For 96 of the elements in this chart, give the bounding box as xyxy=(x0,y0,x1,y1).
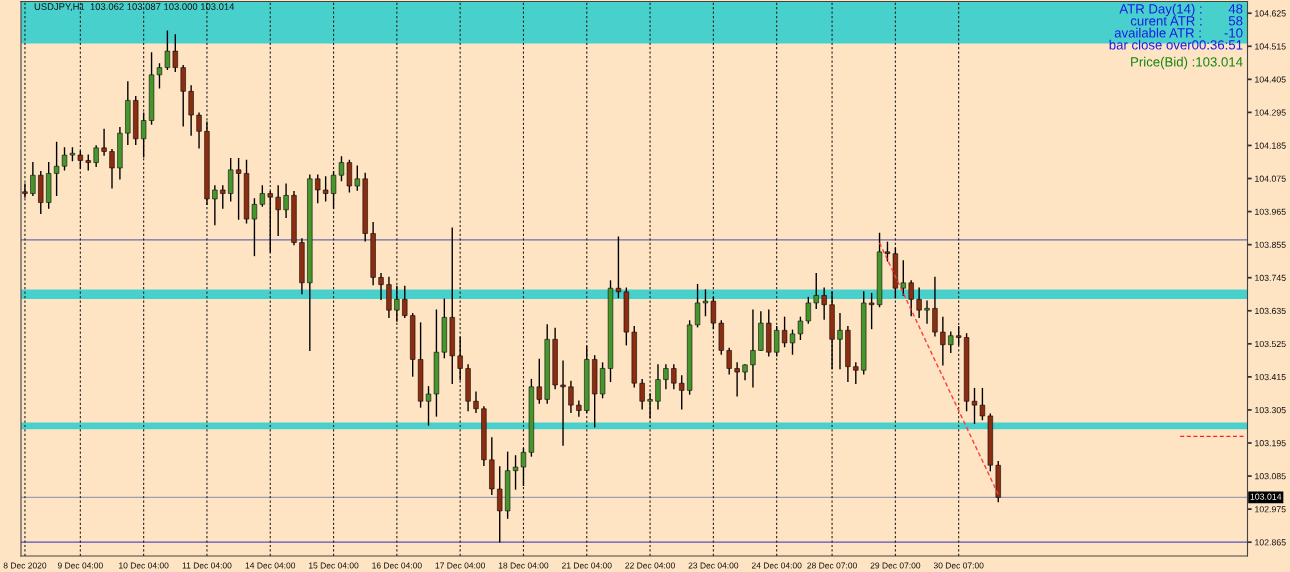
candlestick xyxy=(109,148,115,189)
y-tick-label: 103.965 xyxy=(1255,208,1286,215)
candlestick xyxy=(164,30,171,71)
x-tick-label: 22 Dec 04:00 xyxy=(625,562,675,569)
candlestick xyxy=(402,285,408,319)
candlestick xyxy=(868,292,875,330)
candlestick xyxy=(196,112,202,149)
candlestick xyxy=(172,34,178,72)
y-tick-label: 104.295 xyxy=(1255,109,1286,116)
candlestick xyxy=(346,159,353,193)
candlestick xyxy=(259,185,265,207)
candlestick xyxy=(576,400,582,417)
x-tick-label: 15 Dec 04:00 xyxy=(309,562,359,569)
x-tick-label: 23 Dec 04:00 xyxy=(688,562,739,569)
candlestick xyxy=(671,364,677,390)
y-tick-label: 104.405 xyxy=(1255,76,1286,83)
candlestick xyxy=(22,183,28,198)
annotation: ATR Day(14) : 48 xyxy=(1119,3,1243,17)
candlestick xyxy=(141,112,147,158)
candlestick xyxy=(497,466,503,543)
x-tick-label: 17 Dec 04:00 xyxy=(435,562,486,569)
candlestick xyxy=(354,165,360,191)
candlestick xyxy=(908,280,914,317)
x-tick-label: 14 Dec 04:00 xyxy=(245,562,296,569)
candlestick xyxy=(734,362,740,397)
x-tick-label: 11 Dec 04:00 xyxy=(182,562,232,569)
candlestick xyxy=(275,185,281,237)
y-tick-label: 103.525 xyxy=(1255,340,1286,348)
candlestick xyxy=(750,309,756,388)
x-tick-label: 30 Dec 07:00 xyxy=(933,562,984,569)
x-tick-label: 28 Dec 07:00 xyxy=(807,562,857,569)
candlestick xyxy=(916,287,922,319)
candlestick xyxy=(932,276,938,337)
candlestick xyxy=(710,296,717,330)
y-tick-label: 103.855 xyxy=(1255,241,1286,248)
candlestick xyxy=(101,128,107,156)
candlestick xyxy=(536,358,542,404)
y-tick-label: 104.185 xyxy=(1255,142,1286,149)
candlestick xyxy=(93,145,99,167)
candlestick xyxy=(188,85,194,136)
candlestick xyxy=(805,296,811,324)
y-tick-label: 104.515 xyxy=(1255,43,1286,50)
candlestick xyxy=(853,362,859,384)
candlestick xyxy=(212,185,218,226)
candlestick xyxy=(180,65,186,127)
candlestick xyxy=(228,157,234,202)
candlestick xyxy=(679,375,685,410)
x-tick-label: 16 Dec 04:00 xyxy=(372,562,422,569)
candlestick xyxy=(220,185,226,209)
candlestick xyxy=(726,347,732,375)
candlestick xyxy=(940,316,946,366)
chart-title: USDJPY,H1 103.062 103.087 103.000 103.014 xyxy=(34,3,235,12)
y-tick-label: 104.075 xyxy=(1255,175,1286,182)
candlestick xyxy=(663,364,669,390)
y-tick-label: 103.635 xyxy=(1255,307,1286,315)
y-tick-label: 102.975 xyxy=(1255,506,1286,513)
annotation: Price(Bid) :103.014 xyxy=(1131,56,1243,70)
candlestick xyxy=(774,325,780,357)
y-tick-label: 103.415 xyxy=(1255,373,1286,381)
y-tick-label: 103.085 xyxy=(1255,473,1286,480)
candlestick xyxy=(655,364,661,410)
candlestick xyxy=(821,287,827,320)
candlestick xyxy=(568,380,574,414)
candlestick xyxy=(283,183,289,218)
candlestick xyxy=(956,325,962,346)
x-tick-label: 24 Dec 04:00 xyxy=(751,562,802,569)
x-tick-label: 8 Dec 2020 xyxy=(3,562,47,569)
candlestick xyxy=(473,391,479,414)
ref-line-label: 103.014 xyxy=(1250,493,1282,500)
candlestick xyxy=(560,360,566,446)
candlestick xyxy=(394,285,400,322)
annotation: curent ATR : 58 xyxy=(1130,16,1243,26)
candlestick xyxy=(315,174,321,204)
y-tick-label: 103.305 xyxy=(1255,407,1286,414)
candlestick xyxy=(647,393,653,419)
annotation: available ATR : -10 xyxy=(1114,27,1243,38)
candlestick xyxy=(322,176,329,202)
candlestick xyxy=(30,161,36,197)
candlestick xyxy=(457,336,463,381)
y-tick-label: 104.625 xyxy=(1255,10,1286,17)
candlestick xyxy=(639,378,645,410)
x-tick-label: 10 Dec 04:00 xyxy=(119,562,169,569)
candlestick xyxy=(378,273,384,301)
x-tick-label: 9 Dec 04:00 xyxy=(57,562,103,569)
y-tick-label: 103.745 xyxy=(1255,274,1286,281)
x-tick-label: 29 Dec 07:00 xyxy=(870,562,921,569)
y-tick-label: 103.195 xyxy=(1255,440,1286,447)
x-tick-label: 18 Dec 04:00 xyxy=(498,562,549,569)
candlestick xyxy=(837,313,843,370)
candlestick xyxy=(948,331,954,353)
y-tick-label: 102.865 xyxy=(1255,539,1286,546)
candlestick xyxy=(813,273,819,310)
candlestick xyxy=(267,191,273,253)
candlestick xyxy=(900,260,906,297)
x-tick-label: 21 Dec 04:00 xyxy=(562,562,612,569)
candlestick xyxy=(924,300,930,324)
